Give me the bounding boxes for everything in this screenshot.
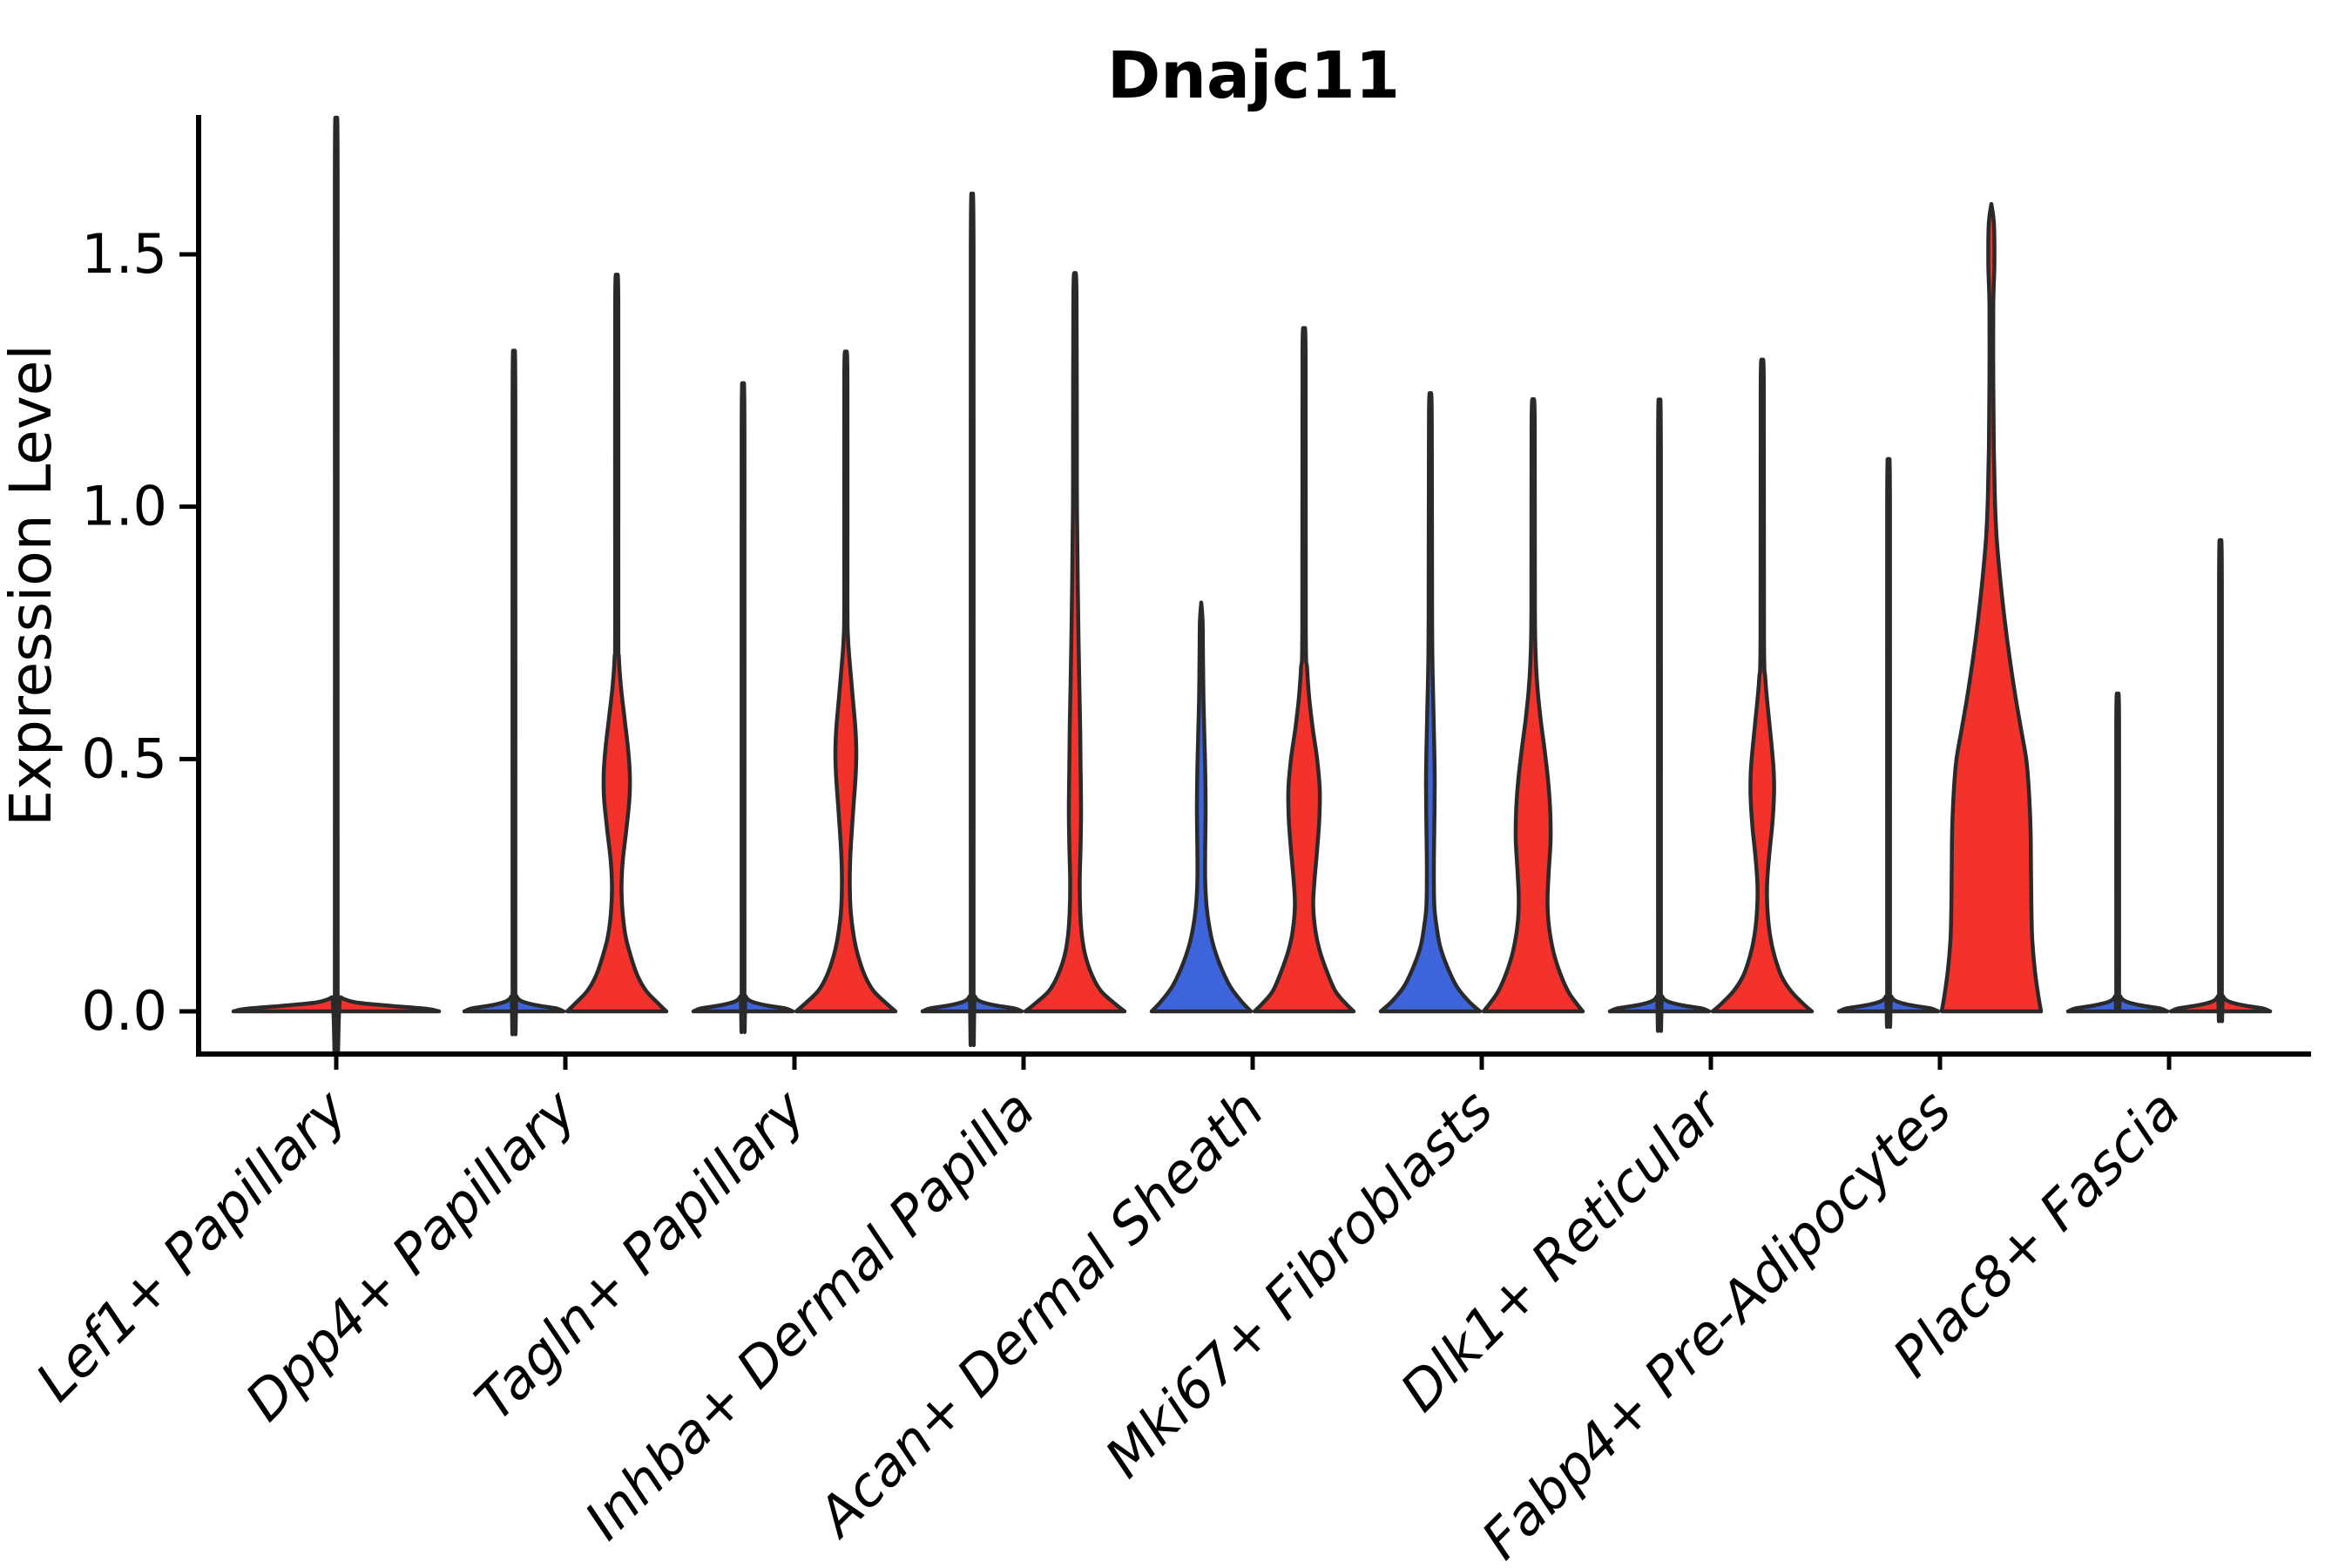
x-tick-label-acan-dermal-sheath: Acan+ Dermal Sheath: [803, 1078, 1276, 1551]
violin-dlk1-reticular-left: [1607, 397, 1712, 1033]
y-tick-label: 1.5: [81, 222, 167, 286]
y-axis-label: Expression Level: [0, 344, 64, 826]
violin-fabp4-pre-adipocytes-right: [1939, 201, 2044, 1014]
y-tick-label: 0.5: [81, 727, 167, 790]
y-tick-label: 0.0: [81, 979, 167, 1043]
violin-fabp4-pre-adipocytes-left: [1836, 456, 1941, 1030]
violin-dpp4-papillary-left: [462, 348, 566, 1037]
x-tick-label-inhba-dermal-papilla: Inhba+ Dermal Papilla: [572, 1078, 1046, 1551]
violin-acan-dermal-sheath-left: [1149, 600, 1254, 1014]
violin-mki67-fibroblasts-left: [1378, 391, 1483, 1014]
y-axis-ticks: 0.0 0.5 1.0 1.5: [81, 222, 199, 1043]
violin-acan-dermal-sheath-right: [1252, 326, 1356, 1014]
x-tick-label-fabp4-pre-adipocytes: Fabp4+ Pre-Adipocytes: [1470, 1078, 1963, 1568]
violin-tagln-papillary-left: [691, 381, 795, 1034]
violin-dlk1-reticular-right: [1710, 357, 1815, 1014]
chart-title: Dnajc11: [1107, 38, 1400, 113]
violin-mki67-fibroblasts-right: [1481, 396, 1585, 1014]
violin-tagln-papillary-right: [794, 349, 898, 1014]
violin-inhba-dermal-papilla-right: [1023, 271, 1127, 1014]
x-tick-label-mki67-fibroblasts: Mki67+ Fibroblasts: [1092, 1078, 1504, 1490]
violin-plac8-fascia-right: [2168, 537, 2273, 1024]
violins-group: [231, 116, 2273, 1054]
y-tick-label: 1.0: [81, 475, 167, 538]
violin-dpp4-papillary-right: [564, 273, 669, 1014]
violin-inhba-dermal-papilla-left: [920, 192, 1024, 1048]
violin-lef1-papillary-single: [231, 116, 442, 1054]
violin-plac8-fascia-left: [2065, 691, 2170, 1014]
